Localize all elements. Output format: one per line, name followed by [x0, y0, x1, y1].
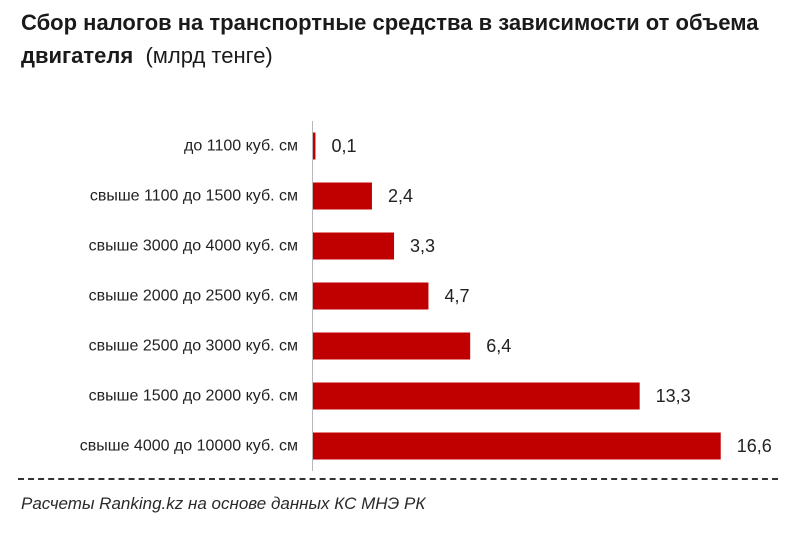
chart-unit: (млрд тенге) [145, 43, 273, 68]
source-note: Расчеты Ranking.kz на основе данных КС М… [21, 494, 426, 513]
category-label: свыше 2000 до 2500 куб. см [89, 288, 298, 305]
value-label: 16,6 [737, 436, 772, 456]
value-label: 6,4 [486, 336, 511, 356]
bar [313, 432, 721, 460]
chart-title-text: Сбор налогов на транспортные средства в … [21, 10, 759, 68]
category-label: свыше 4000 до 10000 куб. см [80, 438, 298, 455]
bar [313, 382, 640, 410]
bars [313, 132, 721, 460]
chart-title: Сбор налогов на транспортные средства в … [21, 6, 781, 72]
category-label: свыше 1100 до 1500 куб. см [90, 188, 298, 205]
value-label: 4,7 [444, 286, 469, 306]
bar [313, 132, 316, 160]
category-label: до 1100 куб. см [184, 138, 298, 155]
category-label: свыше 2500 до 3000 куб. см [89, 338, 298, 355]
value-label: 2,4 [388, 186, 413, 206]
bar [313, 332, 471, 360]
category-label: свыше 3000 до 4000 куб. см [89, 238, 298, 255]
bar [313, 232, 395, 260]
value-label: 0,1 [331, 136, 356, 156]
bar [313, 282, 429, 310]
value-label: 13,3 [656, 386, 691, 406]
category-label: свыше 1500 до 2000 куб. см [89, 388, 298, 405]
divider [18, 478, 778, 480]
value-labels: 0,1 2,4 3,3 4,7 6,4 13,3 16,6 [331, 136, 771, 456]
bar [313, 182, 372, 210]
category-labels: до 1100 куб. см свыше 1100 до 1500 куб. с… [80, 138, 298, 455]
value-label: 3,3 [410, 236, 435, 256]
